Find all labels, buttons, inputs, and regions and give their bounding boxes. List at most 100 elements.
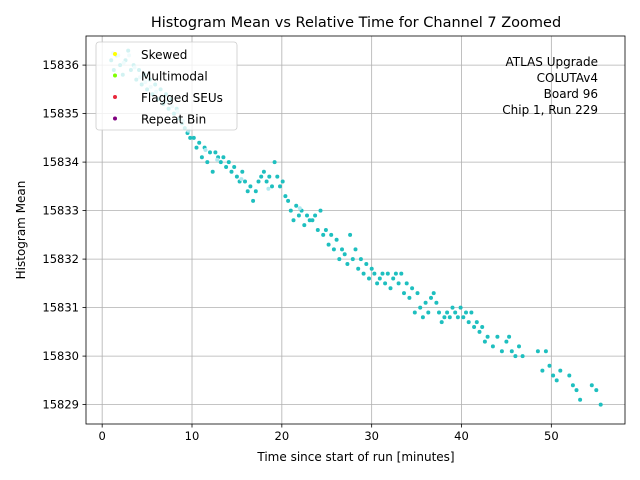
data-point — [272, 160, 277, 165]
data-point — [191, 135, 196, 140]
data-point — [466, 320, 471, 325]
data-point — [450, 305, 455, 310]
data-point — [474, 320, 479, 325]
data-point — [429, 295, 433, 300]
x-tick-label: 50 — [544, 429, 559, 443]
data-point — [391, 276, 396, 281]
y-tick-label: 15832 — [42, 252, 79, 266]
data-point — [507, 334, 512, 339]
data-point — [361, 271, 366, 276]
data-point — [594, 388, 599, 393]
data-point-light — [203, 148, 208, 152]
data-point — [578, 397, 583, 402]
data-point — [286, 198, 291, 203]
data-point — [385, 271, 390, 276]
data-point — [275, 174, 280, 179]
data-point — [447, 315, 452, 320]
data-point — [589, 383, 594, 388]
data-point — [477, 329, 482, 334]
data-point — [388, 286, 393, 291]
data-point — [499, 349, 504, 354]
data-point — [342, 252, 347, 257]
data-point-light — [239, 177, 244, 182]
legend: Skewed Multimodal Flagged SEUs Repeat Bin — [95, 41, 238, 131]
data-point — [485, 334, 490, 339]
data-point — [415, 291, 420, 296]
data-point — [540, 368, 545, 373]
data-point — [455, 315, 460, 320]
data-point — [199, 155, 204, 160]
data-point — [420, 315, 425, 320]
y-tick-label: 15830 — [42, 349, 79, 363]
data-point — [208, 150, 212, 155]
annotation-line: ATLAS Upgrade — [505, 55, 598, 69]
legend-label: Multimodal — [141, 70, 208, 84]
data-point — [504, 339, 509, 344]
data-point — [315, 228, 320, 232]
data-point-light — [297, 206, 302, 211]
data-point — [434, 300, 439, 305]
data-point — [310, 218, 315, 223]
data-point — [490, 344, 495, 349]
data-point — [431, 291, 436, 296]
data-point — [278, 184, 282, 189]
x-axis-ticks: 0 10 20 30 40 50 — [99, 424, 559, 443]
data-point — [291, 218, 296, 223]
data-point — [251, 198, 256, 203]
data-point — [396, 281, 401, 286]
y-axis-label: Histogram Mean — [14, 181, 28, 280]
data-point — [348, 232, 353, 237]
annotation-line: COLUTAv4 — [537, 71, 598, 85]
data-point — [558, 368, 563, 373]
data-point — [554, 378, 559, 383]
data-point — [296, 213, 301, 218]
legend-marker — [113, 95, 117, 99]
data-point — [331, 247, 336, 252]
data-point — [197, 140, 202, 145]
annotation-line: Board 96 — [544, 87, 598, 101]
data-point — [393, 271, 398, 276]
data-point — [270, 184, 274, 189]
data-point — [353, 247, 358, 252]
data-point — [210, 169, 215, 174]
legend-marker — [113, 116, 117, 121]
data-point — [574, 388, 579, 393]
data-point — [245, 189, 250, 194]
data-point — [464, 310, 468, 315]
data-point — [461, 315, 466, 320]
x-tick-label: 30 — [364, 429, 379, 443]
data-point — [205, 160, 210, 165]
data-point — [243, 179, 247, 184]
data-point — [226, 160, 231, 165]
legend-label: Skewed — [141, 48, 187, 62]
data-point — [305, 213, 309, 218]
x-tick-label: 40 — [454, 429, 469, 443]
data-point — [469, 310, 474, 315]
data-point — [453, 310, 458, 315]
data-point — [402, 291, 406, 296]
data-point — [458, 305, 463, 310]
data-point — [375, 281, 380, 286]
data-point — [442, 315, 447, 320]
data-point — [482, 339, 487, 344]
data-point — [340, 247, 344, 252]
data-point — [358, 257, 363, 262]
data-point — [288, 208, 293, 213]
data-point-light — [215, 157, 220, 162]
data-point — [229, 169, 234, 174]
data-point — [472, 325, 477, 329]
data-point — [280, 179, 285, 184]
data-point — [364, 262, 369, 266]
data-point — [437, 310, 441, 315]
plot-frame — [85, 35, 626, 425]
data-point — [551, 373, 556, 378]
annotation-line: Chip 1, Run 229 — [502, 103, 598, 117]
data-point — [188, 135, 193, 140]
legend-marker — [113, 52, 117, 56]
y-tick-label: 15836 — [42, 58, 79, 72]
data-point — [399, 271, 404, 276]
y-tick-label: 15833 — [42, 204, 79, 218]
y-axis-ticks: 15829 15830 15831 15832 15833 15834 15835 15836 — [42, 58, 86, 412]
data-point — [369, 266, 374, 271]
